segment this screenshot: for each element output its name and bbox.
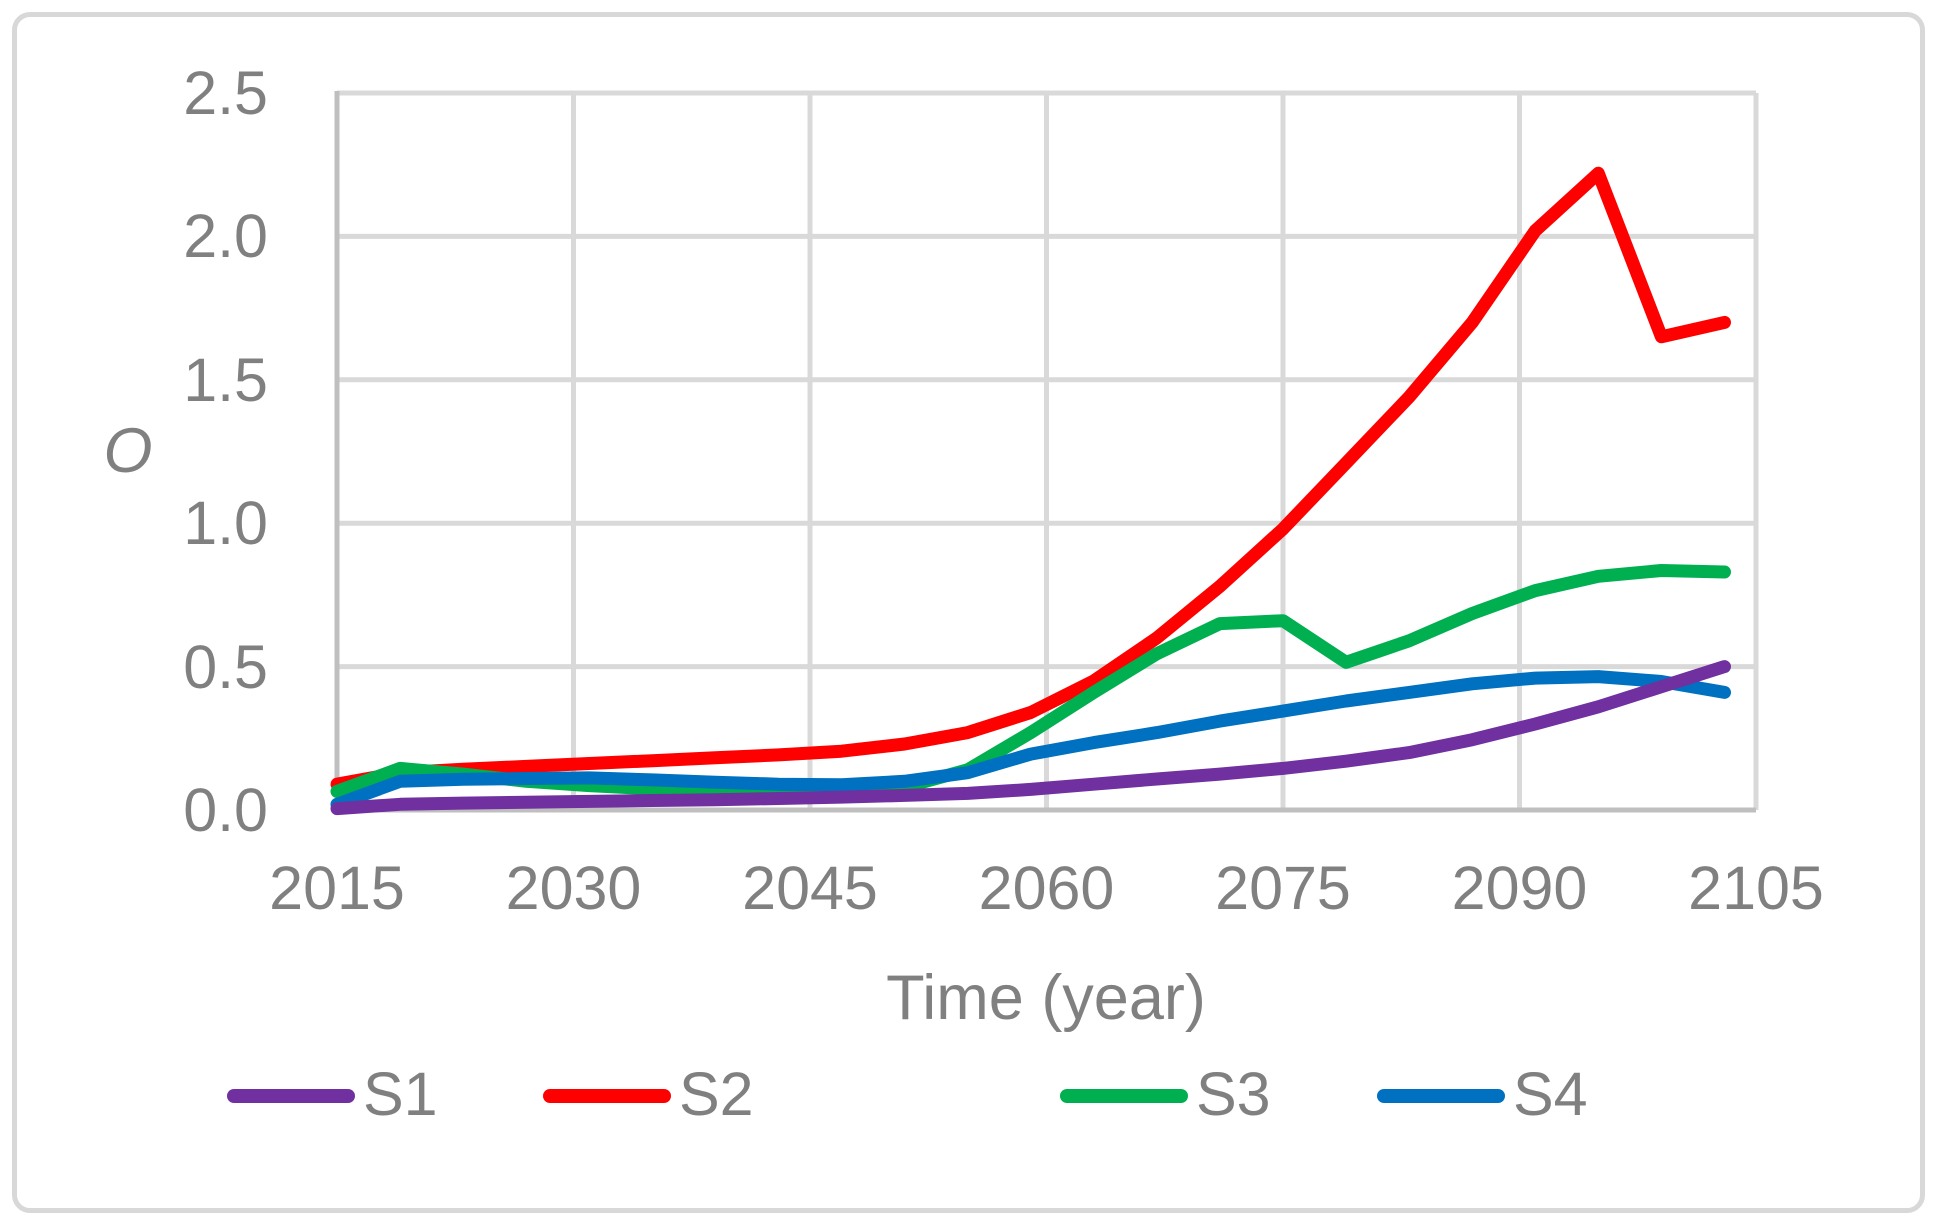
x-tick-label: 2090 [1451,854,1588,922]
legend-label: S3 [1196,1060,1271,1128]
legend-line-swatch [1377,1089,1505,1103]
legend-line-swatch [543,1089,671,1103]
x-tick-label: 2105 [1688,854,1824,922]
y-tick-label: 2.0 [183,202,268,271]
y-tick-label: 0.0 [183,776,268,844]
legend-line-swatch [227,1089,355,1103]
x-tick-label: 2015 [269,854,405,922]
series-line-s2 [330,166,1731,791]
legend-label: S4 [1513,1060,1588,1128]
x-tick-label: 2030 [505,854,642,922]
y-tick-label: 1.0 [183,489,268,558]
x-axis-title: Time (year) [886,963,1206,1033]
x-tick-label: 2060 [978,854,1115,922]
y-tick-label: 2.5 [183,59,268,127]
y-tick-label: 0.5 [183,632,268,701]
legend-line-swatch [1060,1089,1188,1103]
series-line-s1 [330,660,1731,816]
series-line-s4 [330,670,1731,811]
y-tick-label: 1.5 [183,345,268,414]
legend-label: S2 [679,1060,754,1128]
y-axis-title: O [103,416,153,486]
x-tick-label: 2075 [1215,854,1351,922]
x-tick-label: 2045 [742,854,878,922]
legend-label: S1 [363,1060,438,1128]
